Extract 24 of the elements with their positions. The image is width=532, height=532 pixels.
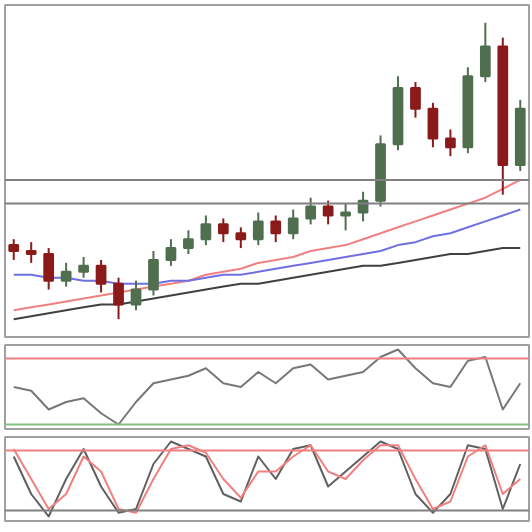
candlestick: [43, 247, 55, 291]
candlestick: [305, 196, 317, 226]
candlestick: [183, 229, 194, 255]
candlestick: [78, 255, 89, 279]
candlestick: [60, 261, 72, 288]
candlestick: [340, 202, 351, 232]
candlestick: [165, 238, 177, 267]
candlestick: [95, 258, 107, 294]
candlestick: [410, 81, 421, 119]
candlestick: [252, 211, 264, 247]
candlestick: [130, 279, 142, 312]
candlestick: [25, 241, 37, 264]
candlestick: [200, 214, 212, 247]
candlestick: [479, 21, 491, 84]
candlestick: [217, 217, 229, 244]
candlestick: [148, 250, 159, 297]
candlestick: [322, 199, 334, 226]
candlestick: [235, 226, 247, 250]
candlestick: [287, 208, 299, 241]
candlestick: [270, 214, 282, 244]
candlestick: [445, 128, 456, 158]
candlestick: [8, 238, 20, 261]
candlestick: [427, 101, 439, 149]
candlestick: [113, 276, 124, 321]
